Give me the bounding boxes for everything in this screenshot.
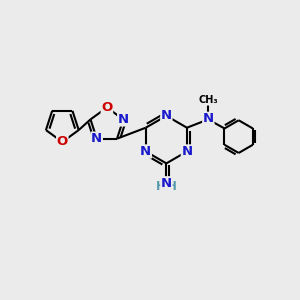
Text: N: N (161, 177, 172, 190)
Text: N: N (91, 132, 102, 145)
Text: N: N (118, 113, 129, 126)
Text: O: O (101, 101, 112, 114)
Text: N: N (161, 109, 172, 122)
Text: N: N (182, 145, 193, 158)
Text: N: N (140, 145, 151, 158)
Text: O: O (57, 136, 68, 148)
Text: H: H (156, 180, 166, 193)
Text: CH₃: CH₃ (199, 95, 218, 105)
Text: H: H (167, 180, 177, 193)
Text: N: N (203, 112, 214, 125)
